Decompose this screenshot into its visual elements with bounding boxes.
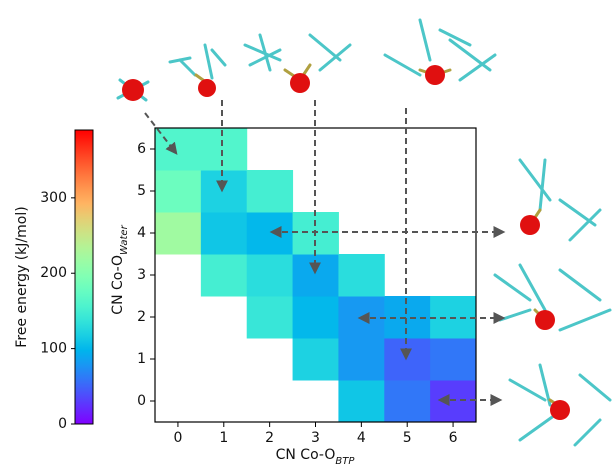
y-tick-label: 2 <box>137 309 146 325</box>
heatmap-cell <box>247 212 293 255</box>
x-tick-label: 5 <box>403 430 412 446</box>
molecule <box>510 365 610 445</box>
heatmap-cell <box>247 254 293 297</box>
y-tick-label: 6 <box>137 141 146 157</box>
x-tick-label: 3 <box>311 430 320 446</box>
x-axis-label: CN Co-OBTP <box>276 447 356 467</box>
molecule <box>170 45 225 97</box>
y-tick-label: 1 <box>137 351 146 367</box>
colorbar-tick-label: 200 <box>40 265 67 281</box>
heatmap-cell <box>247 296 293 339</box>
y-tick-label: 0 <box>137 393 146 409</box>
x-tick-label: 6 <box>449 430 458 446</box>
heatmap-cell <box>155 212 201 255</box>
y-tick-label: 3 <box>137 267 146 283</box>
y-tick-label: 4 <box>137 225 146 241</box>
heatmap-cell <box>293 338 339 381</box>
colorbar-tick-label: 100 <box>40 341 67 357</box>
heatmap-cell <box>247 170 293 213</box>
y-tick-label: 5 <box>137 183 146 199</box>
heatmap-cell <box>201 254 247 297</box>
x-tick-label: 1 <box>219 430 228 446</box>
molecule <box>118 79 148 101</box>
colorbar-tick-label: 300 <box>40 190 67 206</box>
heatmap-cell <box>201 212 247 255</box>
y-axis-label: CN Co-OWater <box>110 224 130 314</box>
heatmap-cell <box>155 128 201 171</box>
figure: 0 1 2 3 4 5 6 0 1 2 3 4 5 6 0 100 200 300 <box>0 0 616 468</box>
heatmap-cell <box>293 296 339 339</box>
heatmap-cell <box>430 380 476 423</box>
molecule <box>520 160 600 240</box>
colorbar-label: Free energy (kJ/mol) <box>14 206 30 347</box>
colorbar-tick-label: 0 <box>58 416 67 432</box>
x-tick-label: 2 <box>265 430 274 446</box>
heatmap-cell <box>384 338 430 381</box>
x-tick-label: 0 <box>173 430 182 446</box>
heatmap-cell <box>430 338 476 381</box>
molecule <box>245 35 350 93</box>
molecule <box>385 20 495 85</box>
heatmap-cell <box>201 128 247 171</box>
heatmap-cell <box>155 170 201 213</box>
heatmap-cell <box>338 254 384 297</box>
heatmap-cell <box>384 380 430 423</box>
molecule <box>495 265 610 330</box>
heatmap-cell <box>338 338 384 381</box>
x-tick-label: 4 <box>357 430 366 446</box>
heatmap-cell <box>201 170 247 213</box>
colorbar <box>75 130 93 424</box>
heatmap-cell <box>338 380 384 423</box>
